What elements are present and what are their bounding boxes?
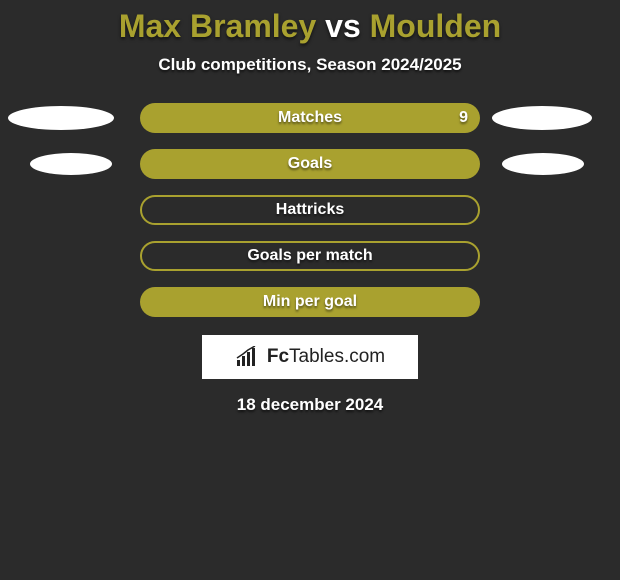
stat-row: Goals bbox=[0, 149, 620, 179]
stat-label: Goals bbox=[288, 155, 332, 173]
stat-pill: Hattricks bbox=[140, 195, 480, 225]
stat-pill: Goals bbox=[140, 149, 480, 179]
logo-suffix: .com bbox=[344, 346, 385, 367]
stat-row: Min per goal bbox=[0, 287, 620, 317]
comparison-title: Max Bramley vs Moulden bbox=[0, 0, 620, 45]
left-ellipse bbox=[30, 153, 112, 175]
left-ellipse bbox=[8, 106, 114, 130]
right-ellipse bbox=[492, 106, 592, 130]
subtitle: Club competitions, Season 2024/2025 bbox=[0, 55, 620, 75]
stat-label: Min per goal bbox=[263, 293, 357, 311]
stat-row: Goals per match bbox=[0, 241, 620, 271]
date-label: 18 december 2024 bbox=[0, 395, 620, 415]
stats-rows: Matches 9 Goals Hattricks Goals per match Min… bbox=[0, 103, 620, 317]
stat-label: Hattricks bbox=[276, 201, 344, 219]
vs-label: vs bbox=[325, 8, 361, 44]
fctables-logo: FcTables.com bbox=[202, 335, 418, 379]
stat-value: 9 bbox=[459, 109, 468, 127]
logo-main: Tables bbox=[289, 346, 344, 367]
stat-row: Hattricks bbox=[0, 195, 620, 225]
stat-pill: Matches 9 bbox=[140, 103, 480, 133]
stat-label: Goals per match bbox=[247, 247, 372, 265]
stat-label: Matches bbox=[278, 109, 342, 127]
logo-text: FcTables.com bbox=[267, 346, 385, 368]
stat-row: Matches 9 bbox=[0, 103, 620, 133]
player2-name: Moulden bbox=[370, 8, 502, 44]
player1-name: Max Bramley bbox=[119, 8, 316, 44]
stat-pill: Min per goal bbox=[140, 287, 480, 317]
logo-prefix: Fc bbox=[267, 346, 289, 367]
right-ellipse bbox=[502, 153, 584, 175]
chart-icon bbox=[235, 346, 261, 368]
stat-pill: Goals per match bbox=[140, 241, 480, 271]
